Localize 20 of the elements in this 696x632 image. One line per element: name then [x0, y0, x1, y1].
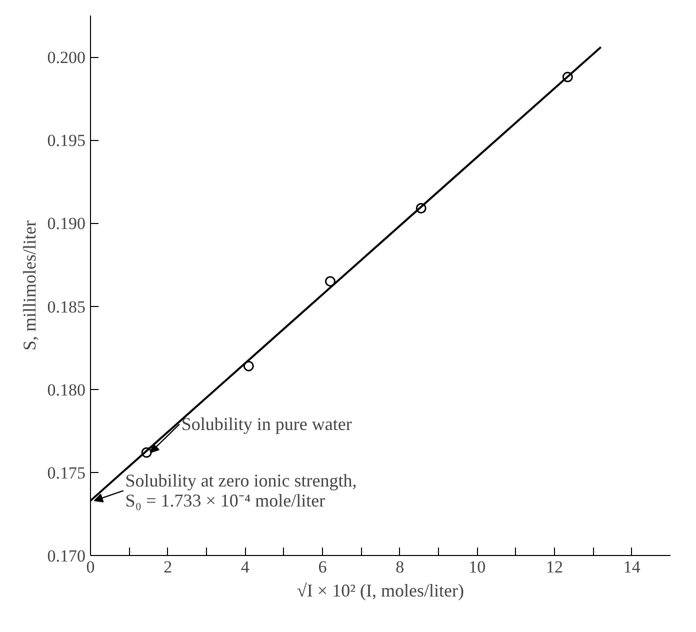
y-tick-label: 0.185: [47, 297, 86, 316]
y-tick-label: 0.200: [47, 48, 86, 68]
y-axis-title: S, millimoles/liter: [19, 220, 40, 350]
x-tick-label: 12: [546, 558, 563, 576]
y-tick-label: 0.190: [47, 214, 86, 234]
x-axis-title: √I × 10² (I, moles/liter): [297, 580, 464, 600]
point: [324, 276, 336, 287]
annotation: Solubility at zero ionic strength, S₀ = 1.733 × 10⁻⁴ mole/liter: [125, 470, 357, 511]
y-tick-label: 0.195: [47, 131, 86, 150]
y-tick-label: 0.170: [47, 546, 86, 566]
x-tick-label: 8: [396, 558, 404, 576]
x-tick-label: 2: [164, 558, 172, 576]
y-tick-label: 0.175: [47, 463, 86, 482]
x-tick-label: 4: [240, 558, 250, 576]
x-tick-label: 14: [623, 558, 641, 576]
annotation: Solubility in pure water: [181, 414, 352, 434]
x-tick-label: 0: [86, 558, 95, 576]
x-tick-label: 6: [318, 558, 327, 576]
y-tick-label: 0.180: [47, 380, 86, 400]
x-tick-label: 10: [468, 558, 486, 576]
